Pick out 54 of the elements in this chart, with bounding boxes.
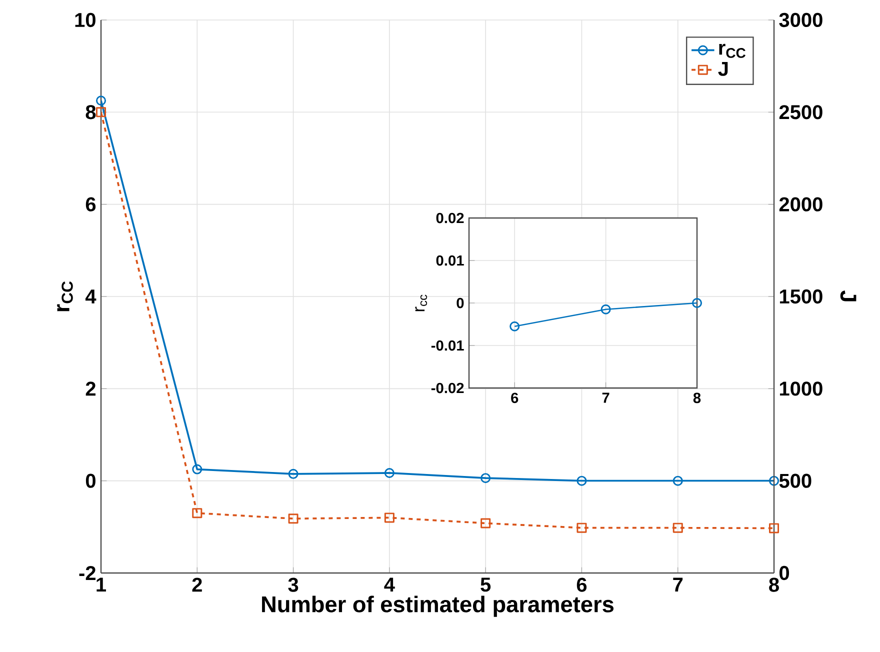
y2-tick-label: 2500 — [779, 105, 822, 120]
point — [384, 512, 394, 523]
y-tick-label: -2 — [79, 566, 96, 580]
x-axis-title: Number of estimated parameters — [262, 596, 614, 617]
y2-tick-label: 2000 — [779, 197, 822, 212]
x-tick-label: 7 — [673, 578, 683, 592]
x-tick-label: 1 — [96, 578, 106, 592]
y-tick-label: 10 — [75, 12, 96, 28]
y2-tick-label: 3000 — [779, 12, 822, 28]
y-tick-label: -0.01 — [431, 340, 464, 351]
point — [672, 522, 683, 533]
point — [480, 518, 491, 528]
legend-label: J — [718, 62, 728, 76]
point — [384, 468, 394, 478]
y-tick-label: -0.02 — [431, 382, 464, 394]
y-tick-label: 0 — [86, 474, 96, 488]
x-tick-label: 7 — [602, 392, 610, 403]
y-tick-label: 8 — [86, 105, 96, 120]
point — [576, 476, 587, 486]
x-tick-label: 2 — [192, 578, 202, 592]
point — [288, 468, 298, 479]
point — [576, 522, 587, 533]
point — [480, 473, 491, 484]
point — [96, 96, 106, 106]
y2-tick-label: 0 — [780, 566, 790, 580]
y-tick-label: 0.02 — [436, 212, 464, 224]
point — [600, 304, 611, 314]
point — [96, 107, 106, 118]
y-axis-title: r$_{cc}$ — [415, 294, 428, 312]
point — [672, 476, 683, 486]
y-tick-label: 4 — [85, 290, 96, 304]
y-axis-title: r$_{CC}$ — [57, 281, 73, 312]
point — [192, 464, 202, 474]
y2-tick-label: 1000 — [780, 382, 822, 396]
legend-label: r$_{CC}$ — [719, 44, 746, 58]
y2-tick-label: 500 — [779, 474, 812, 488]
y-tick-label: 0 — [456, 298, 464, 308]
y2-tick-label: 1500 — [780, 289, 822, 304]
y-tick-label: 6 — [86, 197, 96, 212]
point — [769, 476, 780, 486]
y2-axis-title: J — [840, 290, 856, 302]
point — [692, 298, 702, 308]
point — [192, 508, 202, 518]
x-tick-label: 6 — [511, 392, 518, 404]
point — [510, 321, 520, 332]
point — [288, 514, 298, 524]
x-tick-label: 6 — [576, 578, 587, 592]
x-tick-label: 8 — [769, 578, 779, 592]
x-tick-label: 5 — [480, 578, 491, 592]
point — [769, 523, 780, 534]
x-tick-label: 8 — [693, 392, 701, 404]
x-tick-label: 4 — [384, 578, 395, 592]
x-tick-label: 3 — [288, 578, 298, 592]
y-tick-label: 0.01 — [436, 255, 464, 266]
